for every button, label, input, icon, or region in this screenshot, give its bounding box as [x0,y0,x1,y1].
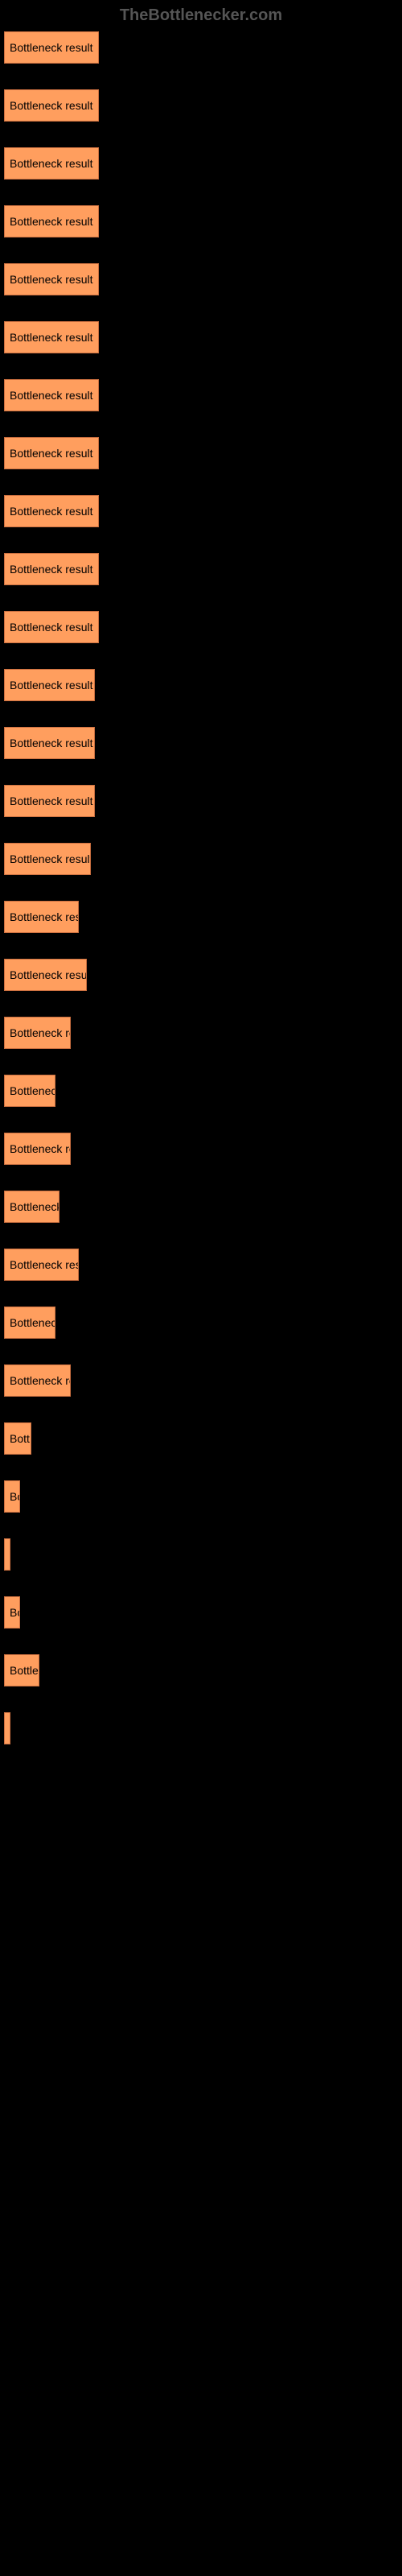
chart-bar: Bottlenec [4,1307,55,1339]
bar-row: Bottlenec [4,1307,398,1339]
bar-row: Bott [4,1422,398,1455]
chart-bar: Bottleneck re [4,1133,71,1165]
bar-chart: Bottleneck result Bottleneck result Bottle… [0,31,402,1744]
bar-row: Bottleneck result [4,959,398,991]
bar-row: Bottleneck result [4,669,398,701]
chart-bar [4,1538,10,1571]
watermark-text: TheBottlenecker.com [0,0,402,31]
chart-bar: Bottleneck result [4,495,99,527]
bar-row: Bo [4,1480,398,1513]
chart-bar: Bottleneck result [4,89,99,122]
bar-row: Bottleneck [4,1191,398,1223]
bar-row: Bo [4,1596,398,1629]
chart-bar: Bottleneck res [4,1249,79,1281]
bar-row: Bottleneck result [4,727,398,759]
chart-bar: Bottleneck result [4,437,99,469]
bar-row: Bottleneck re [4,1133,398,1165]
bar-row: Bottleneck result [4,843,398,875]
chart-bar: Bottleneck res [4,901,79,933]
chart-bar: Bottleneck result [4,147,99,180]
bar-row: Bottleneck res [4,901,398,933]
chart-bar: Bottleneck result [4,611,99,643]
bar-row: Bottleneck result [4,785,398,817]
bar-row [4,1712,398,1744]
chart-bar: Bottleneck re [4,1017,71,1049]
bar-row: Bottleneck re [4,1364,398,1397]
bar-row: Bottleneck result [4,89,398,122]
bar-row: Bottleneck result [4,495,398,527]
bar-row: Bottleneck result [4,205,398,237]
chart-bar: Bottleneck result [4,959,87,991]
chart-bar: Bottleneck result [4,669,95,701]
bar-row: Bottle [4,1654,398,1686]
chart-bar: Bottleneck result [4,205,99,237]
bar-row: Bottleneck result [4,379,398,411]
chart-bar: Bottleneck result [4,785,95,817]
bar-row [4,1538,398,1571]
bar-row: Bottleneck result [4,321,398,353]
chart-bar [4,1712,10,1744]
chart-bar: Bottleneck result [4,31,99,64]
bar-row: Bottleneck result [4,263,398,295]
bar-row: Bottleneck result [4,31,398,64]
bar-row: Bottleneck result [4,553,398,585]
chart-bar: Bottle [4,1654,39,1686]
chart-bar: Bottlenec [4,1075,55,1107]
bar-row: Bottlenec [4,1075,398,1107]
chart-bar: Bottleneck result [4,553,99,585]
chart-bar: Bo [4,1480,20,1513]
chart-bar: Bottleneck result [4,843,91,875]
bar-row: Bottleneck result [4,147,398,180]
axis-area [0,1770,402,2092]
chart-bar: Bo [4,1596,20,1629]
chart-bar: Bottleneck re [4,1364,71,1397]
chart-bar: Bottleneck result [4,263,99,295]
bar-row: Bottleneck result [4,437,398,469]
chart-bar: Bottleneck [4,1191,59,1223]
bar-row: Bottleneck res [4,1249,398,1281]
bar-row: Bottleneck re [4,1017,398,1049]
chart-bar: Bottleneck result [4,379,99,411]
chart-bar: Bottleneck result [4,321,99,353]
chart-bar: Bottleneck result [4,727,95,759]
chart-bar: Bott [4,1422,31,1455]
bar-row: Bottleneck result [4,611,398,643]
